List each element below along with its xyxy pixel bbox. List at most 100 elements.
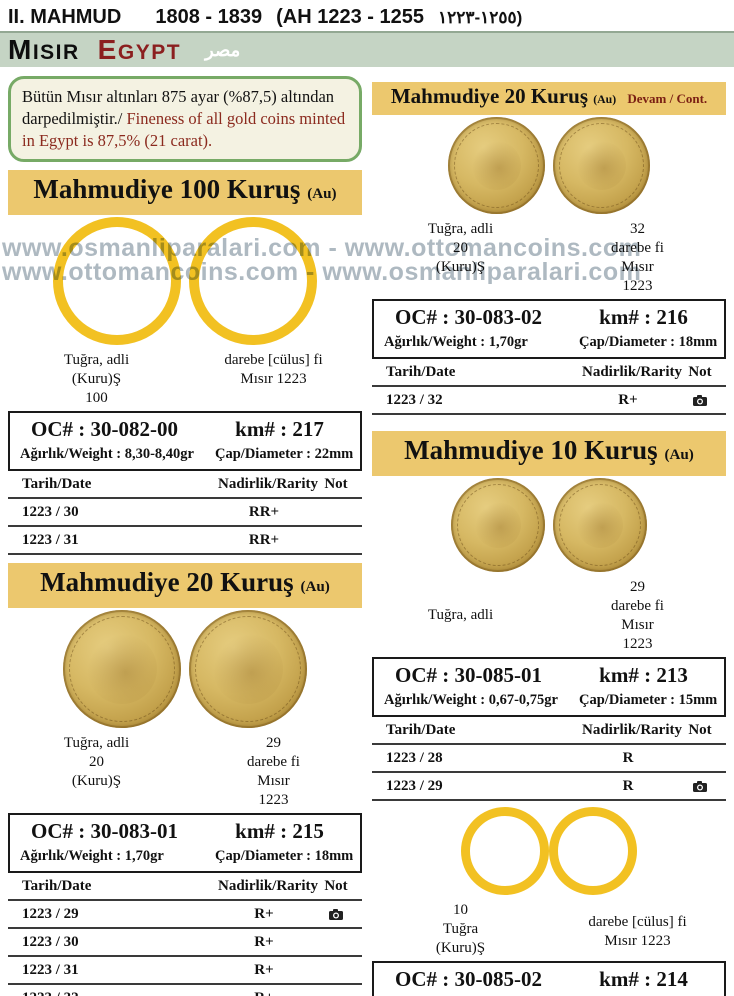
table-row: 1223 / 28 R: [372, 745, 726, 773]
date-cell: 1223 / 31: [22, 532, 79, 549]
table-row: 1223 / 29 R: [372, 773, 726, 801]
coin-reverse-photo: [553, 117, 650, 214]
caption-line: Mısır: [621, 617, 654, 633]
metal-tag: (Au): [593, 93, 617, 106]
caption-line: Mısır 1223: [240, 371, 307, 388]
diameter: Çap/Diameter : 18mm: [579, 334, 718, 350]
caption-line: Tuğra, adli: [63, 735, 130, 752]
coin-obverse-photo: [63, 610, 181, 729]
oc-number: OC# : 30-082-00: [31, 417, 178, 442]
km-number: km# : 215: [235, 819, 324, 844]
obverse-caption: Tuğra, adli: [372, 578, 549, 654]
caption-line: darebe fi: [611, 240, 664, 256]
caption-line: 32: [630, 221, 645, 237]
weight: Ağırlık/Weight : 8,30-8,40gr: [20, 446, 194, 463]
date-header: Tarih/Date: [22, 476, 92, 493]
km-number: km# : 213: [599, 663, 688, 687]
spec-box: OC# : 30-085-01 km# : 213 Ağırlık/Weight…: [372, 657, 726, 717]
camera-icon: [693, 778, 707, 794]
caption-line: Tuğra, adli: [427, 607, 494, 623]
caption-line: Tuğra, adli: [63, 352, 130, 369]
metal-tag: (Au): [664, 447, 694, 463]
coin-captions: Tuğra, adli 20 (Kuru)Ş 29 darebe fi Mısı…: [8, 734, 362, 810]
note-turkish: Bütün Mısır altınları 875 ayar (%87,5) a…: [22, 87, 335, 129]
caption-line: 20: [89, 754, 104, 771]
continued-tag: Devam / Cont.: [627, 91, 708, 106]
coin-obverse-photo: [451, 478, 545, 572]
date-cell: 1223 / 31: [22, 962, 79, 979]
caption-line: 1223: [622, 636, 653, 652]
rarity-cell: R+: [254, 906, 274, 923]
date-cell: 1223 / 29: [22, 906, 79, 923]
note-header: Not: [324, 878, 348, 895]
region-name-english: EGYPT: [97, 34, 182, 65]
coin-images: [372, 807, 726, 895]
ruler-name: II. MAHMUD: [8, 6, 122, 28]
weight: Ağırlık/Weight : 0,67-0,75gr: [384, 692, 558, 708]
diameter: Çap/Diameter : 18mm: [215, 848, 354, 865]
note-header: Not: [688, 364, 712, 380]
coin-captions: Tuğra, adli 29 darebe fi Mısır 1223: [372, 578, 726, 654]
caption-line: darebe [cülus] fi: [224, 352, 323, 369]
caption-line: 1223: [258, 792, 289, 809]
obverse-caption: Tuğra, adli (Kuru)Ş 100: [8, 351, 185, 408]
rarity-header: Nadirlik/Rarity: [218, 878, 318, 895]
section-title: Mahmudiye 10 Kuruş: [404, 435, 658, 465]
coin-images: [372, 117, 726, 214]
note-english: Fineness of all gold coins minted in Egy…: [22, 109, 346, 151]
table-header-row: Tarih/Date Nadirlik/Rarity Not: [372, 717, 726, 745]
diameter: Çap/Diameter : 15mm: [579, 692, 718, 708]
rarity-cell: R+: [254, 934, 274, 951]
section-header-100-kurus: Mahmudiye 100 Kuruş (Au): [8, 170, 362, 216]
date-cell: 1223 / 32: [8, 990, 218, 996]
section-header-20-kurus-cont: Mahmudiye 20 Kuruş (Au) Devam / Cont.: [372, 82, 726, 115]
rarity-cell: RR+: [248, 532, 280, 549]
caption-line: 100: [85, 390, 108, 407]
date-cell: 1223 / 32: [386, 392, 443, 408]
spec-box: OC# : 30-083-01 km# : 215 Ağırlık/Weight…: [8, 813, 362, 874]
note-box: Bütün Mısır altınları 875 ayar (%87,5) a…: [8, 76, 362, 163]
region-name-arabic: مصر: [205, 39, 241, 60]
date-header: Tarih/Date: [386, 364, 456, 380]
date-cell: 1223 / 29: [386, 778, 443, 794]
oc-number: OC# : 30-083-02: [395, 305, 542, 329]
table-header-row: Tarih/Date Nadirlik/Rarity Not: [372, 359, 726, 387]
caption-line: (Kuru)Ş: [435, 940, 486, 956]
coin-obverse-photo: [448, 117, 545, 214]
rarity-cell: R+: [254, 962, 274, 979]
caption-line: darebe fi: [247, 754, 300, 771]
coin-placeholder-ring: [53, 217, 181, 346]
table-row: 1223 / 30 R+: [8, 929, 362, 958]
reign-ah-arabic: ١٢٢٣-١٢٥٥): [437, 8, 523, 27]
date-cell: 1223 / 30: [22, 504, 79, 521]
reverse-caption: 29 darebe fi Mısır 1223: [185, 734, 362, 810]
table-row: 1223 / 30 RR+: [8, 499, 362, 528]
reign-ah-range: (AH 1223 - 1255: [276, 6, 424, 28]
caption-line: 29: [266, 735, 281, 752]
section-header-10-kurus: Mahmudiye 10 Kuruş (Au): [372, 431, 726, 476]
obverse-caption: 10 Tuğra (Kuru)Ş: [372, 901, 549, 958]
coin-images: [8, 217, 362, 346]
camera-icon-glyph: [329, 909, 343, 921]
rarity-cell: R+: [218, 990, 310, 996]
date-header: Tarih/Date: [386, 722, 456, 738]
section-title: Mahmudiye 20 Kuruş: [390, 84, 589, 108]
rarity-cell: R: [622, 750, 634, 766]
caption-line: Tuğra: [442, 921, 479, 937]
section-title: Mahmudiye 20 Kuruş: [40, 567, 294, 598]
rarity-header: Nadirlik/Rarity: [582, 722, 682, 738]
reverse-caption: darebe [cülus] fi Mısır 1223: [185, 351, 362, 408]
rarity-header: Nadirlik/Rarity: [218, 476, 318, 493]
spec-box: OC# : 30-085-02 km# : 214 Ağırlık/Weight…: [372, 961, 726, 996]
metal-tag: (Au): [307, 186, 337, 203]
km-number: km# : 214: [599, 967, 688, 991]
caption-line: (Kuru)Ş: [71, 371, 122, 388]
rarity-cell: R: [622, 778, 634, 794]
obverse-caption: Tuğra, adli 20 (Kuru)Ş: [372, 220, 549, 296]
note-cell: [674, 392, 726, 409]
caption-line: (Kuru)Ş: [435, 259, 486, 275]
km-number: km# : 216: [599, 305, 688, 329]
oc-number: OC# : 30-085-01: [395, 663, 542, 687]
coin-placeholder-ring: [189, 217, 317, 346]
